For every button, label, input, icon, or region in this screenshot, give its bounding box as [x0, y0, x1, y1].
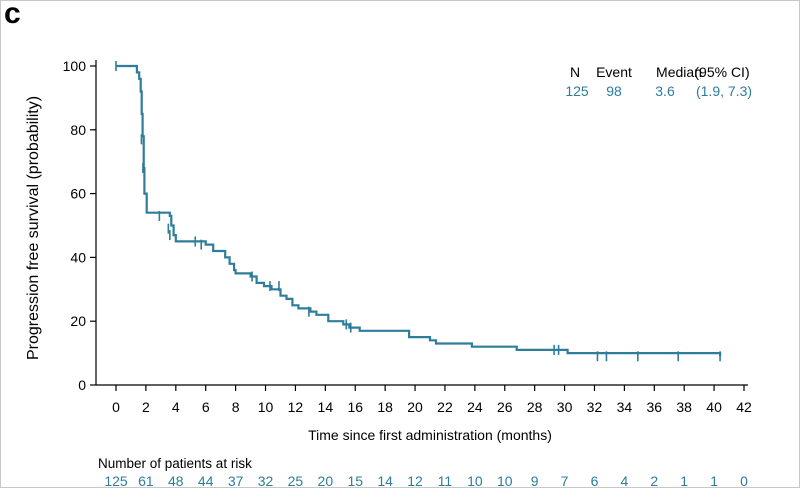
x-tick-label: 8 [232, 399, 240, 415]
y-tick-label: 40 [70, 249, 86, 265]
at-risk-count: 6 [591, 473, 599, 488]
x-tick-label: 40 [706, 399, 722, 415]
x-tick-label: 6 [202, 399, 210, 415]
at-risk-count: 1 [710, 473, 718, 488]
x-tick-label: 38 [676, 399, 692, 415]
x-tick-label: 18 [377, 399, 393, 415]
x-tick-label: 34 [617, 399, 633, 415]
at-risk-count: 4 [620, 473, 628, 488]
at-risk-count: 1 [680, 473, 688, 488]
legend-value: 3.6 [655, 83, 675, 99]
x-tick-label: 30 [557, 399, 573, 415]
x-ticks: 0 2 4 6 8 10 12 14 16 18 20 22 24 26 28 30 32 34 36 38 40 42 [112, 385, 752, 415]
at-risk-count: 44 [198, 473, 214, 488]
at-risk-count: 10 [467, 473, 483, 488]
at-risk-count: 32 [258, 473, 274, 488]
y-tick-label: 20 [70, 313, 86, 329]
x-tick-label: 10 [258, 399, 274, 415]
legend: N Event Median(95% CI) 125 98 3.6 (1.9, 7.3) [565, 64, 752, 99]
at-risk-count: 25 [288, 473, 304, 488]
at-risk-count: 14 [377, 473, 393, 488]
at-risk-count: 20 [318, 473, 334, 488]
y-tick-label: 0 [78, 377, 86, 393]
y-axis-label: Progression free survival (probability) [25, 96, 42, 360]
x-tick-label: 26 [497, 399, 513, 415]
censor-marks [115, 61, 721, 362]
y-tick-label: 60 [70, 186, 86, 202]
x-tick-label: 20 [407, 399, 423, 415]
x-tick-label: 16 [347, 399, 363, 415]
at-risk-count: 2 [650, 473, 658, 488]
legend-value: (1.9, 7.3) [696, 83, 752, 99]
x-axis-label: Time since first administration (months) [308, 427, 552, 443]
x-tick-label: 24 [467, 399, 483, 415]
x-tick-label: 36 [646, 399, 662, 415]
x-tick-label: 0 [112, 399, 120, 415]
panel-label: c [4, 0, 21, 30]
at-risk-count: 37 [228, 473, 244, 488]
legend-header: Median [656, 64, 702, 80]
axes [95, 60, 748, 386]
at-risk-count: 9 [531, 473, 539, 488]
at-risk-title: Number of patients at risk [98, 456, 252, 471]
at-risk-count: 7 [561, 473, 569, 488]
legend-header: Event [596, 64, 632, 80]
legend-value: 98 [606, 83, 622, 99]
at-risk-count: 15 [347, 473, 363, 488]
x-tick-label: 14 [318, 399, 334, 415]
at-risk-count: 10 [497, 473, 513, 488]
at-risk-count: 0 [740, 473, 748, 488]
at-risk-count: 12 [407, 473, 423, 488]
at-risk-count: 61 [138, 473, 154, 488]
legend-header: N [570, 64, 580, 80]
y-ticks: 0 20 40 60 80 100 [63, 58, 96, 393]
legend-value: 125 [565, 83, 589, 99]
x-tick-label: 42 [736, 399, 752, 415]
y-tick-label: 80 [70, 122, 86, 138]
x-tick-label: 2 [142, 399, 150, 415]
x-tick-label: 32 [587, 399, 603, 415]
at-risk-count: 125 [104, 473, 128, 488]
at-risk-row: 125 61 48 44 37 32 25 20 15 14 12 11 10 10 9 7 6 4 2 1 1 0 [104, 473, 748, 488]
at-risk-count: 48 [168, 473, 184, 488]
x-tick-label: 22 [437, 399, 453, 415]
x-tick-label: 12 [288, 399, 304, 415]
x-tick-label: 28 [527, 399, 543, 415]
at-risk-count: 11 [438, 473, 453, 488]
x-tick-label: 4 [172, 399, 180, 415]
legend-header: (95% CI) [694, 64, 749, 80]
y-tick-label: 100 [63, 58, 87, 74]
survival-curve [116, 64, 722, 357]
